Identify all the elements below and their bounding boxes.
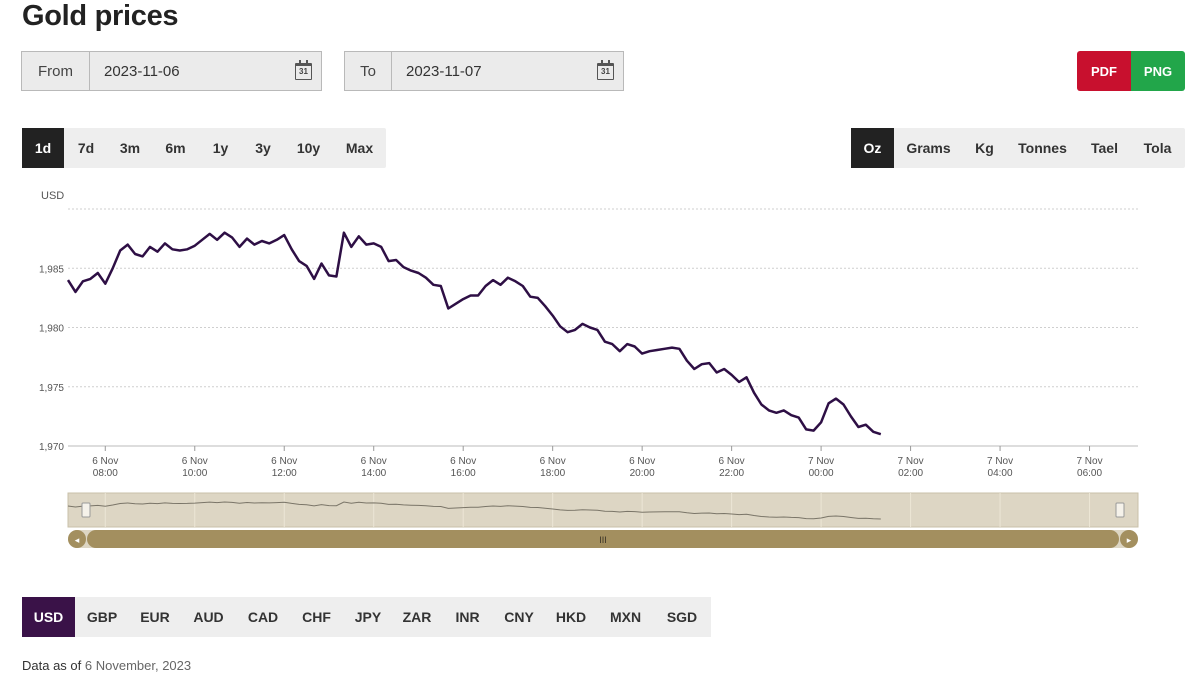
x-tick-label: 16:00: [451, 468, 476, 479]
data-as-of-prefix: Data as of: [22, 658, 82, 673]
x-tick-label: 7 Nov: [1076, 456, 1102, 467]
currency-eur[interactable]: EUR: [140, 609, 170, 625]
x-tick-label: 6 Nov: [92, 456, 118, 467]
x-tick-label: 7 Nov: [898, 456, 924, 467]
png-button[interactable]: PNG: [1131, 51, 1185, 91]
navigator-series-line: [67, 501, 881, 520]
from-date-input[interactable]: 2023-11-06 31: [90, 52, 321, 90]
y-tick-label: 1,975: [39, 383, 64, 394]
y-tick-label: 1,970: [39, 442, 64, 453]
period-selector: 1d 7d 3m 6m 1y 3y 10y Max: [22, 128, 386, 168]
unit-kg[interactable]: Kg: [975, 140, 994, 156]
chevron-left-icon: ◂: [75, 536, 80, 546]
x-tick-label: 08:00: [93, 468, 118, 479]
x-tick-label: 6 Nov: [450, 456, 476, 467]
pdf-button[interactable]: PDF: [1077, 51, 1131, 91]
x-tick-label: 02:00: [898, 468, 923, 479]
period-7d[interactable]: 7d: [77, 140, 95, 156]
x-tick-label: 14:00: [361, 468, 386, 479]
y-tick-label: 1,985: [39, 264, 64, 275]
x-tick-label: 04:00: [988, 468, 1013, 479]
currency-aud[interactable]: AUD: [193, 609, 224, 625]
x-tick-label: 10:00: [182, 468, 207, 479]
x-tick-label: 06:00: [1077, 468, 1102, 479]
x-tick-label: 6 Nov: [629, 456, 655, 467]
unit-grams[interactable]: Grams: [906, 140, 951, 156]
currency-selector: USD GBP EUR AUD CAD CHF JPY ZAR INR CNY …: [22, 597, 711, 637]
x-tick-label: 20:00: [630, 468, 655, 479]
currency-cad[interactable]: CAD: [247, 609, 279, 625]
currency-mxn[interactable]: MXN: [609, 609, 642, 625]
from-date-group: From 2023-11-06 31: [21, 51, 322, 91]
scroll-left-button: [68, 530, 86, 548]
currency-jpy[interactable]: JPY: [354, 609, 382, 625]
currency-sgd[interactable]: SGD: [666, 609, 698, 625]
period-max[interactable]: Max: [345, 140, 374, 156]
x-tick-label: 22:00: [719, 468, 744, 479]
x-tick-label: 7 Nov: [808, 456, 834, 467]
navigator-right-handle: [1115, 502, 1125, 518]
x-tick-label: 6 Nov: [361, 456, 387, 467]
unit-oz[interactable]: Oz: [851, 128, 894, 168]
currency-cny[interactable]: CNY: [504, 609, 534, 625]
unit-tonnes[interactable]: Tonnes: [1018, 140, 1067, 156]
calendar-icon[interactable]: 31: [597, 60, 614, 80]
page-title: Gold prices: [22, 0, 179, 32]
y-tick-label: 1,980: [39, 324, 64, 335]
x-tick-label: 6 Nov: [271, 456, 297, 467]
data-as-of: Data as of 6 November, 2023: [22, 658, 191, 673]
period-1y[interactable]: 1y: [212, 140, 229, 156]
currency-zar[interactable]: ZAR: [402, 609, 432, 625]
to-date-input[interactable]: 2023-11-07 31: [392, 52, 623, 90]
x-tick-label: 6 Nov: [182, 456, 208, 467]
x-tick-label: 7 Nov: [987, 456, 1013, 467]
unit-selector: Oz Grams Kg Tonnes Tael Tola: [851, 128, 1185, 168]
period-3m[interactable]: 3m: [119, 140, 141, 156]
period-10y[interactable]: 10y: [296, 140, 321, 156]
currency-gbp[interactable]: GBP: [86, 609, 118, 625]
currency-chf[interactable]: CHF: [302, 609, 331, 625]
currency-inr[interactable]: INR: [455, 609, 480, 625]
currency-usd[interactable]: USD: [22, 597, 75, 637]
currency-hkd[interactable]: HKD: [555, 609, 587, 625]
navigator-left-handle: [81, 502, 91, 518]
y-axis-label: USD: [41, 190, 64, 202]
unit-tael[interactable]: Tael: [1091, 140, 1118, 156]
x-tick-label: 6 Nov: [540, 456, 566, 467]
from-date-value: 2023-11-06: [104, 62, 180, 80]
from-label: From: [22, 52, 90, 90]
to-date-group: To 2023-11-07 31: [344, 51, 624, 91]
period-3y[interactable]: 3y: [255, 140, 271, 156]
scrollbar-grip-icon: III: [599, 535, 607, 545]
period-6m[interactable]: 6m: [165, 140, 186, 156]
scrollbar-thumb: [87, 530, 1119, 548]
unit-tola[interactable]: Tola: [1143, 140, 1172, 156]
price-series-line: [66, 231, 882, 436]
x-tick-label: 6 Nov: [719, 456, 745, 467]
chevron-right-icon: ▸: [1127, 536, 1132, 546]
x-tick-label: 00:00: [809, 468, 834, 479]
to-date-value: 2023-11-07: [406, 62, 482, 80]
export-buttons: PDF PNG: [1077, 51, 1185, 91]
calendar-icon[interactable]: 31: [295, 60, 312, 80]
navigator-window: [67, 492, 1139, 528]
scroll-right-button: [1120, 530, 1138, 548]
x-tick-label: 18:00: [540, 468, 565, 479]
x-tick-label: 12:00: [272, 468, 297, 479]
data-as-of-date: 6 November, 2023: [84, 658, 192, 673]
period-1d[interactable]: 1d: [22, 128, 64, 168]
to-label: To: [345, 52, 392, 90]
